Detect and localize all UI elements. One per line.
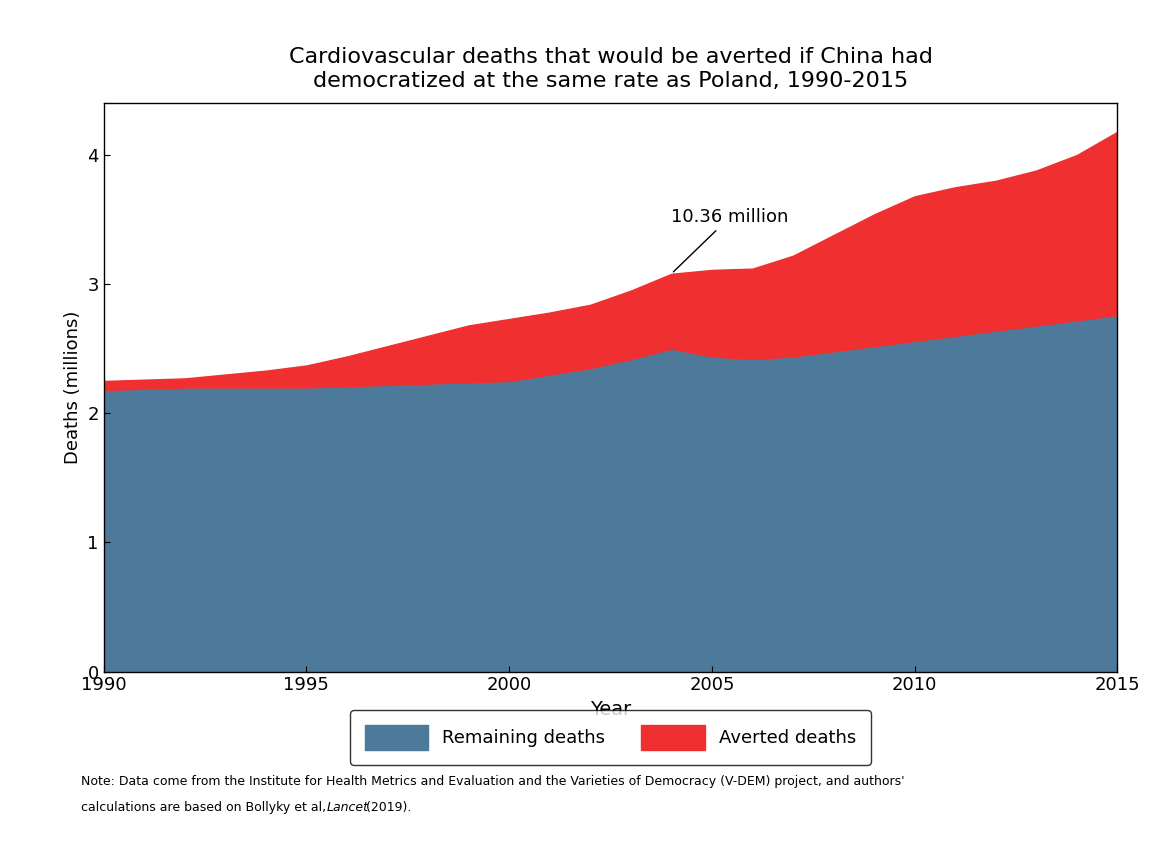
X-axis label: Year: Year — [590, 700, 631, 719]
Text: calculations are based on Bollyky et al,: calculations are based on Bollyky et al, — [81, 801, 329, 814]
Text: Note: Data come from the Institute for Health Metrics and Evaluation and the Var: Note: Data come from the Institute for H… — [81, 775, 904, 788]
Text: Lancet: Lancet — [326, 801, 369, 814]
Text: 10.36 million: 10.36 million — [672, 208, 789, 272]
Title: Cardiovascular deaths that would be averted if China had
democratized at the sam: Cardiovascular deaths that would be aver… — [289, 47, 932, 90]
Y-axis label: Deaths (millions): Deaths (millions) — [63, 311, 82, 464]
Legend: Remaining deaths, Averted deaths: Remaining deaths, Averted deaths — [350, 710, 871, 765]
Text: (2019).: (2019). — [362, 801, 411, 814]
